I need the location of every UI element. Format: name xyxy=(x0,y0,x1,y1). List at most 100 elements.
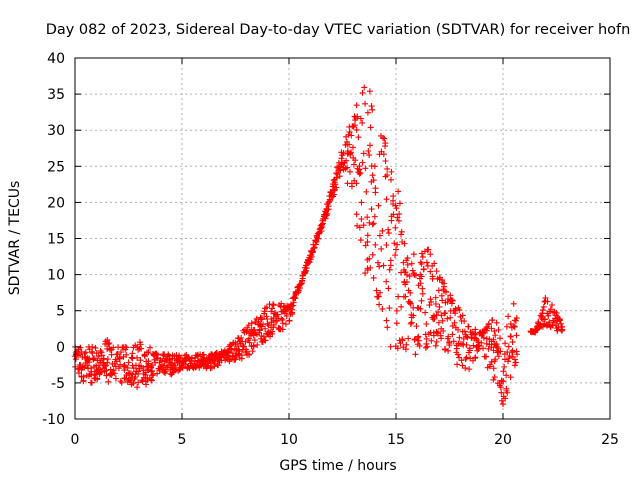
data-point xyxy=(503,372,510,379)
data-point xyxy=(461,318,468,325)
data-point xyxy=(539,307,546,314)
data-point xyxy=(442,310,449,316)
y-tick-label: 30 xyxy=(47,123,65,139)
data-point xyxy=(145,358,152,365)
data-point xyxy=(128,354,135,361)
data-point xyxy=(101,363,108,370)
data-point xyxy=(239,342,246,349)
data-point xyxy=(431,315,438,322)
data-point xyxy=(371,213,378,220)
data-point xyxy=(454,361,461,368)
data-point xyxy=(336,173,343,180)
data-point xyxy=(135,370,142,377)
data-point xyxy=(428,337,435,344)
data-point xyxy=(269,330,276,337)
data-point xyxy=(548,302,555,309)
data-point xyxy=(138,345,145,352)
data-point xyxy=(165,351,172,358)
data-point xyxy=(353,180,360,187)
x-tick-label: 20 xyxy=(494,432,512,448)
data-point xyxy=(505,313,512,320)
data-point xyxy=(541,316,548,323)
data-point xyxy=(436,303,443,310)
data-point xyxy=(383,242,390,249)
data-point xyxy=(130,380,137,387)
data-point xyxy=(489,317,496,324)
data-point xyxy=(511,362,518,369)
data-point xyxy=(172,364,179,371)
data-point xyxy=(134,384,141,391)
data-point xyxy=(355,134,362,141)
x-tick-label: 10 xyxy=(280,432,298,448)
data-point xyxy=(433,268,440,275)
data-point xyxy=(269,305,276,312)
data-point xyxy=(77,344,84,351)
data-point xyxy=(491,374,498,381)
data-point xyxy=(427,296,434,303)
data-point xyxy=(162,368,169,375)
data-point xyxy=(359,89,366,96)
data-point xyxy=(466,347,473,354)
data-point xyxy=(454,351,461,358)
data-point xyxy=(499,401,506,408)
data-point xyxy=(143,381,150,388)
data-point xyxy=(346,141,353,148)
data-point xyxy=(286,317,293,324)
data-point xyxy=(445,347,452,354)
data-point xyxy=(405,335,412,342)
data-point xyxy=(398,231,405,238)
data-point xyxy=(324,206,331,213)
data-point xyxy=(490,336,497,343)
data-point xyxy=(364,238,371,245)
data-point xyxy=(262,325,269,332)
data-point xyxy=(493,319,500,326)
data-point xyxy=(369,106,376,113)
data-point xyxy=(419,285,426,292)
data-point xyxy=(492,332,499,339)
axis-ticks: -10 -5 0 5 10 15 20 25 30 35 40 0 5 10 15 20 25 xyxy=(42,51,619,448)
data-point xyxy=(435,319,442,326)
data-point xyxy=(370,274,377,281)
data-point xyxy=(392,202,399,209)
data-point xyxy=(466,366,473,373)
data-point xyxy=(154,370,161,377)
data-point xyxy=(395,217,402,224)
data-point xyxy=(404,261,411,268)
data-point xyxy=(480,345,487,352)
data-point xyxy=(260,333,267,340)
data-point xyxy=(486,363,493,370)
data-point xyxy=(492,356,499,363)
data-point xyxy=(407,289,414,296)
data-point xyxy=(396,200,403,207)
data-point xyxy=(357,169,364,176)
data-point xyxy=(498,389,505,396)
y-tick-label: 15 xyxy=(47,232,65,248)
data-point xyxy=(410,251,417,258)
data-point xyxy=(118,349,125,356)
data-point xyxy=(150,371,157,378)
data-point xyxy=(97,347,104,354)
data-point xyxy=(425,246,432,253)
data-point xyxy=(392,252,399,259)
data-point xyxy=(123,344,130,351)
data-point xyxy=(506,352,513,359)
y-tick-label: -5 xyxy=(51,376,65,392)
data-point xyxy=(228,346,235,353)
data-point xyxy=(236,348,243,355)
data-point xyxy=(248,320,255,327)
data-point xyxy=(315,235,322,242)
data-point xyxy=(490,365,497,372)
data-point xyxy=(439,317,446,324)
y-tick-label: -10 xyxy=(42,412,65,428)
data-point xyxy=(136,339,143,346)
data-point xyxy=(103,367,110,374)
data-point xyxy=(449,322,456,329)
data-point xyxy=(105,378,112,385)
data-point xyxy=(366,152,373,159)
data-point xyxy=(507,333,514,340)
data-point xyxy=(500,378,507,385)
data-point xyxy=(375,202,382,209)
data-point xyxy=(386,305,393,312)
data-point xyxy=(371,163,378,170)
data-point xyxy=(463,333,470,340)
